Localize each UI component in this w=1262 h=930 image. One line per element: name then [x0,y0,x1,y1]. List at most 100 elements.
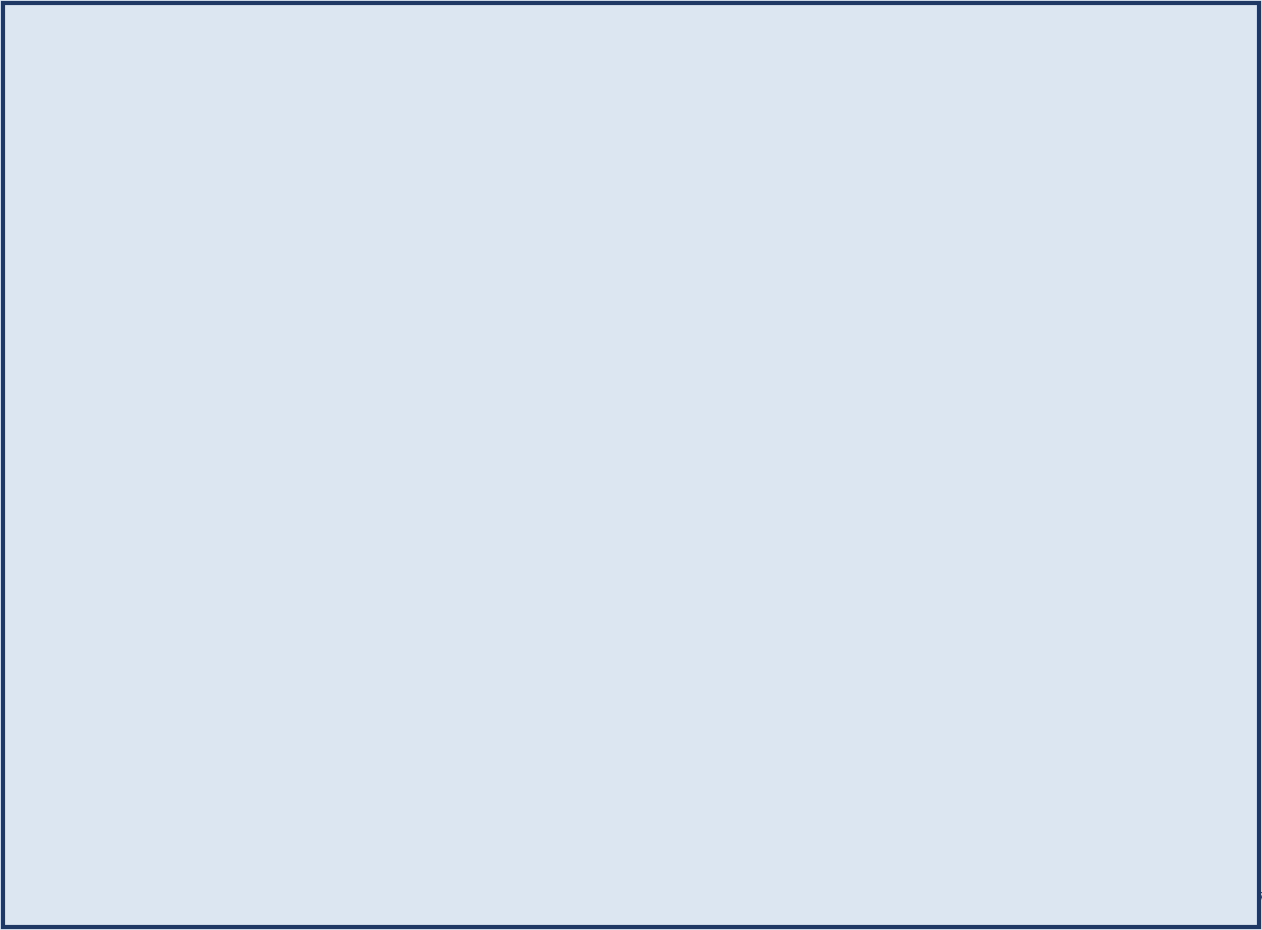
Bar [419,738,839,776]
Bar [840,512,1256,728]
Text: Industrial: Industrial [11,369,76,383]
Bar [709,58,839,86]
Text: Hoya Capital US Housing Index Industry Sectors: Hoya Capital US Housing Index Industry S… [487,493,771,506]
Bar [4,645,416,686]
Bar [750,815,839,851]
Bar [419,586,839,624]
Text: Bitcoin: Bitcoin [848,702,907,718]
Bar [840,310,1254,344]
Bar [419,776,839,814]
Text: 30.5%: 30.5% [772,598,815,612]
Bar [840,548,1254,584]
Text: 1.29%: 1.29% [750,64,799,79]
Bar [419,548,839,586]
Bar [750,625,839,661]
Text: 51.4%: 51.4% [1184,594,1237,609]
Text: U.S. Benchmark Equity ETFs: U.S. Benchmark Equity ETFs [959,7,1136,20]
Text: S&P Small-Cap 600: S&P Small-Cap 600 [848,184,1012,199]
Bar [840,3,1256,25]
Bar [4,397,416,439]
Text: Net Lease: Net Lease [11,535,80,549]
Bar [4,149,416,191]
Polygon shape [1012,874,1068,919]
Text: 2.2%: 2.2% [1189,631,1232,645]
Bar [1165,549,1254,583]
Text: Office: Office [11,741,52,755]
Text: 26.4%: 26.4% [351,452,395,466]
Bar [4,356,416,397]
Text: Casino & Gaming: Casino & Gaming [11,494,131,508]
Text: -2.1%: -2.1% [1189,286,1232,300]
Text: Mortgage Lenders/Servicers: Mortgage Lenders/Servicers [427,750,621,764]
Bar [1165,345,1254,377]
Bar [840,490,1256,512]
Text: Data Center: Data Center [11,618,96,631]
Bar [840,209,851,247]
Bar [419,27,839,57]
Bar [329,440,416,479]
Bar [840,136,1254,173]
Bar [419,57,839,87]
Text: Timber: Timber [11,824,59,838]
Bar [4,25,416,66]
Bar [1165,657,1254,691]
Bar [329,109,416,148]
Text: 26.8%: 26.8% [1184,559,1237,574]
Bar [840,99,1254,136]
Bar [750,663,839,699]
Bar [795,206,803,247]
Text: Home Furnishings: Home Furnishings [427,560,550,574]
Bar [805,193,819,247]
Bar [755,216,771,247]
Text: -5.2%: -5.2% [1189,320,1232,335]
Bar [418,3,840,27]
Text: S&P 500: S&P 500 [848,36,920,51]
Bar [840,378,1254,412]
Bar [774,222,793,247]
Text: It is not possible to invest directly in an index. Index performance does not re: It is not possible to invest directly in… [10,862,681,872]
Text: Manufactured Home: Manufactured Home [11,286,153,300]
Bar [840,25,1254,62]
Bar [840,242,1254,276]
Text: Homebuilders: Homebuilders [427,636,522,650]
Bar [4,728,416,769]
Text: 63.2%: 63.2% [1184,702,1237,718]
Bar [329,770,416,810]
Text: US Dollar: US Dollar [848,631,928,645]
Bar [418,27,840,117]
Text: Healthcare: Healthcare [11,700,87,714]
Text: HY Corporate: HY Corporate [848,388,945,403]
Bar [329,67,416,107]
Text: Hoya Capital Housing Index: Hoya Capital Housing Index [427,598,642,612]
Text: 35.1%: 35.1% [351,246,395,259]
Bar [840,62,1254,99]
Bar [4,480,416,521]
Text: Mortgage REITs: Mortgage REITs [848,456,960,471]
Bar [4,232,416,273]
Bar [329,481,416,520]
Text: 25.4%: 25.4% [772,712,815,726]
Bar [840,344,1254,378]
Bar [329,687,416,727]
Text: 21.1%: 21.1% [772,750,817,764]
Text: Cannabis: Cannabis [11,328,76,342]
Bar [840,446,1254,480]
Text: managed or serviced by Hoya Capital. Hoya Capital Real Estate advises an ETF. In: managed or serviced by Hoya Capital. Hoy… [10,877,673,887]
Bar [4,686,416,728]
Bar [4,439,416,480]
Text: Regional Mall: Regional Mall [11,39,103,53]
Bar [559,185,577,247]
Bar [1165,174,1254,209]
Text: 37: 37 [765,95,784,110]
Bar [329,192,416,231]
Text: 27.3%: 27.3% [772,674,815,688]
Bar [750,511,839,547]
Polygon shape [1042,891,1085,919]
Bar [1165,311,1254,343]
Text: Apartment: Apartment [11,163,86,177]
Bar [621,200,637,247]
Text: Dow Jones: Dow Jones [848,110,936,125]
Bar [329,357,416,396]
Text: REIT Preferreds: REIT Preferreds [848,421,960,436]
Text: Crude Oil: Crude Oil [848,523,928,538]
